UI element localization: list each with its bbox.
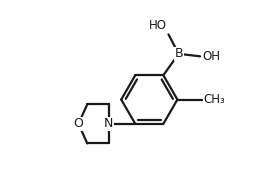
Text: CH₃: CH₃ — [203, 93, 225, 106]
Text: O: O — [73, 117, 83, 130]
Text: N: N — [104, 117, 113, 130]
Text: OH: OH — [202, 50, 220, 63]
Text: HO: HO — [148, 19, 166, 32]
Text: B: B — [174, 47, 183, 60]
